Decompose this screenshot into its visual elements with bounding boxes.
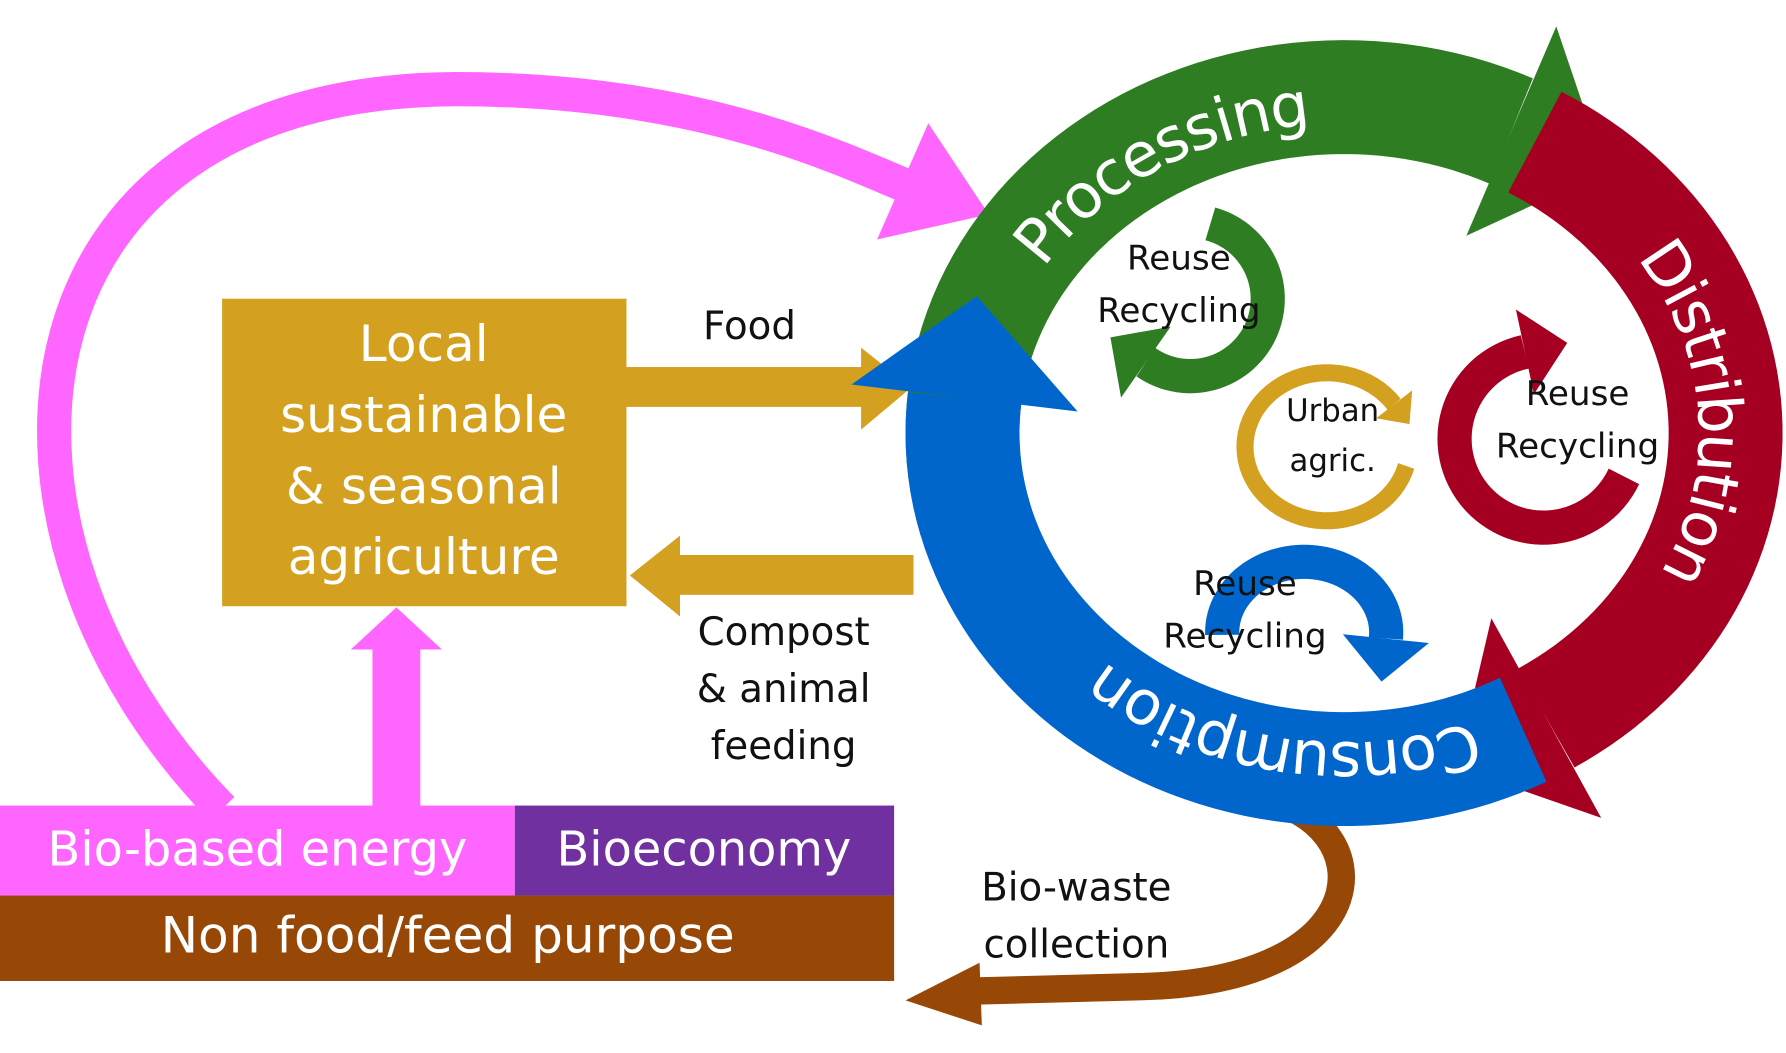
bioeconomy-box — [514, 805, 895, 896]
agriculture-line: sustainable — [280, 385, 567, 444]
food-arrow-head — [861, 347, 912, 430]
agriculture-line: Local — [359, 314, 489, 373]
urban-loop-head — [1376, 390, 1413, 425]
urban-label: agric. — [1290, 443, 1376, 479]
loop-label: Reuse — [1526, 374, 1630, 414]
compost-label: Compost — [698, 610, 870, 655]
food-label: Food — [703, 304, 796, 349]
loop-label: Recycling — [1163, 617, 1326, 657]
compost-arrow-head — [629, 535, 681, 617]
green-loop — [1136, 207, 1285, 394]
urban-label: Urban — [1286, 393, 1379, 429]
consumption-arc-head — [851, 296, 1078, 412]
loop-label: Reuse — [1193, 564, 1297, 604]
pink-arrow-head — [877, 123, 989, 240]
blue-loop-head — [1342, 634, 1429, 682]
bio-waste-arrow-head — [905, 962, 982, 1026]
red-loop-head — [1515, 309, 1568, 395]
non-food-label: Non food/feed purpose — [161, 905, 735, 964]
consumption-arc — [905, 392, 1547, 827]
bio-waste-label: Bio-waste — [981, 865, 1171, 910]
pink-loop-arrow — [37, 72, 919, 821]
green-loop-head — [1110, 326, 1171, 398]
non-food-box — [0, 895, 895, 981]
shapes — [0, 26, 1783, 1026]
pink-up-arrow — [372, 647, 421, 807]
agriculture-line: & seasonal — [286, 457, 562, 516]
bio-energy-label: Bio-based energy — [48, 822, 468, 877]
red-loop — [1437, 335, 1640, 545]
loop-label: Recycling — [1097, 291, 1260, 331]
compost-label: feeding — [711, 724, 857, 769]
pink-up-head — [350, 607, 442, 650]
food-arrow — [624, 367, 866, 407]
loop-label: Reuse — [1127, 238, 1231, 278]
distribution-arc — [1508, 91, 1783, 768]
compost-label: & animal — [697, 667, 871, 712]
agriculture-box — [222, 298, 627, 607]
urban-loop — [1236, 364, 1415, 530]
compost-arrow — [676, 554, 914, 595]
agriculture-line: agriculture — [288, 527, 560, 586]
bio-energy-box — [0, 805, 515, 896]
bioeconomy-label: Bioeconomy — [557, 822, 852, 877]
blue-loop — [1205, 544, 1404, 640]
bio-waste-label: collection — [983, 922, 1169, 967]
loop-label: Recycling — [1496, 426, 1659, 466]
